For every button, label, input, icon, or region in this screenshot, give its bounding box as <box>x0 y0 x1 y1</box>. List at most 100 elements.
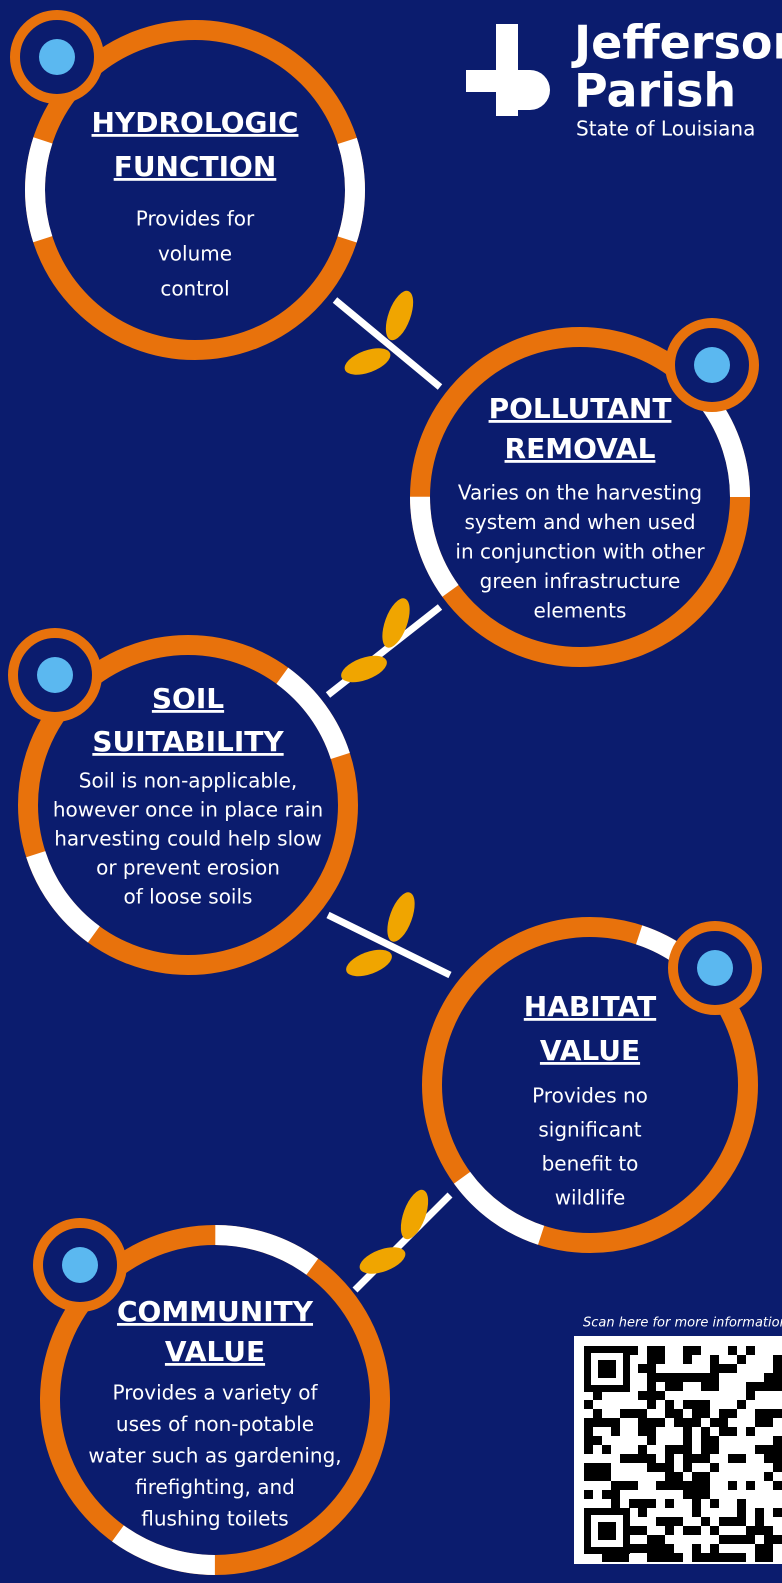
qr-module <box>584 1463 593 1472</box>
qr-module <box>674 1409 683 1418</box>
qr-module <box>629 1499 638 1508</box>
qr-module <box>710 1544 719 1553</box>
qr-module <box>656 1355 665 1364</box>
qr-module <box>746 1391 755 1400</box>
qr-module <box>656 1544 665 1553</box>
qr-module <box>773 1535 782 1544</box>
qr-module <box>665 1553 674 1562</box>
qr-module <box>647 1436 656 1445</box>
qr-module <box>656 1463 665 1472</box>
qr-module <box>773 1454 782 1463</box>
qr-module <box>737 1499 746 1508</box>
qr-module <box>602 1445 611 1454</box>
qr-module <box>728 1517 737 1526</box>
qr-module <box>656 1346 665 1355</box>
qr-module <box>764 1544 773 1553</box>
icon <box>37 657 73 693</box>
qr-module <box>638 1364 647 1373</box>
qr-module <box>593 1409 602 1418</box>
qr-module <box>710 1364 719 1373</box>
qr-module <box>638 1391 647 1400</box>
qr-caption: Scan here for more information <box>583 1316 782 1331</box>
qr-module <box>611 1481 620 1490</box>
qr-module <box>773 1508 782 1517</box>
qr-module <box>611 1499 620 1508</box>
qr-module <box>683 1436 692 1445</box>
card-body: volume <box>158 242 232 266</box>
qr-module <box>656 1391 665 1400</box>
card-body: system and when used <box>464 510 695 534</box>
qr-module <box>683 1481 692 1490</box>
qr-module <box>611 1553 620 1562</box>
qr-module <box>665 1445 674 1454</box>
qr-module <box>737 1517 746 1526</box>
qr-module <box>665 1481 674 1490</box>
qr-module <box>728 1481 737 1490</box>
qr-module <box>773 1364 782 1373</box>
qr-module <box>737 1508 746 1517</box>
card-title: COMMUNITY <box>117 1295 314 1328</box>
qr-module <box>710 1355 719 1364</box>
qr-module <box>728 1454 737 1463</box>
card-title: REMOVAL <box>505 432 656 465</box>
qr-module <box>692 1526 701 1535</box>
card-title: VALUE <box>165 1335 265 1368</box>
qr-module <box>647 1373 656 1382</box>
qr-module <box>656 1481 665 1490</box>
qr-module <box>674 1373 683 1382</box>
qr-module <box>620 1553 629 1562</box>
qr-module <box>773 1481 782 1490</box>
qr-module <box>584 1445 593 1454</box>
qr-module <box>665 1463 674 1472</box>
qr-module <box>629 1481 638 1490</box>
qr-module <box>764 1409 773 1418</box>
qr-module <box>665 1373 674 1382</box>
qr-module <box>701 1490 710 1499</box>
qr-module <box>647 1454 656 1463</box>
qr-module <box>674 1472 683 1481</box>
qr-module <box>755 1544 764 1553</box>
card-title: HABITAT <box>524 990 656 1023</box>
card-body: Varies on the harvesting <box>458 481 702 505</box>
qr-module <box>728 1535 737 1544</box>
card-title: SUITABILITY <box>92 725 284 758</box>
qr-module <box>665 1454 674 1463</box>
qr-module <box>665 1472 674 1481</box>
qr-module <box>728 1346 737 1355</box>
qr-module <box>683 1445 692 1454</box>
qr-module <box>755 1553 764 1562</box>
qr-module <box>701 1382 710 1391</box>
qr-module <box>647 1499 656 1508</box>
qr-module <box>701 1427 710 1436</box>
qr-module <box>701 1454 710 1463</box>
qr-module <box>719 1409 728 1418</box>
card-body: Provides a variety of <box>113 1381 319 1405</box>
qr-module <box>719 1553 728 1562</box>
qr-module <box>701 1400 710 1409</box>
qr-module <box>674 1418 683 1427</box>
qr-module <box>692 1400 701 1409</box>
qr-module <box>755 1526 764 1535</box>
qr-module <box>710 1463 719 1472</box>
qr-module <box>602 1553 611 1562</box>
qr-module <box>692 1490 701 1499</box>
qr-module <box>584 1418 593 1427</box>
qr-module <box>593 1436 602 1445</box>
qr-module <box>593 1463 602 1472</box>
qr-module <box>692 1454 701 1463</box>
qr-module <box>764 1445 773 1454</box>
qr-module <box>701 1553 710 1562</box>
qr-module <box>647 1535 656 1544</box>
card-body: firefighting, and <box>135 1475 295 1499</box>
qr-module <box>683 1463 692 1472</box>
qr-module <box>629 1346 638 1355</box>
logo-bar <box>496 24 518 116</box>
qr-module <box>701 1445 710 1454</box>
qr-module <box>602 1463 611 1472</box>
card-title: POLLUTANT <box>489 392 672 425</box>
qr-module <box>593 1472 602 1481</box>
qr-module <box>683 1355 692 1364</box>
qr-module <box>629 1526 638 1535</box>
qr-module <box>764 1526 773 1535</box>
qr-module <box>692 1553 701 1562</box>
